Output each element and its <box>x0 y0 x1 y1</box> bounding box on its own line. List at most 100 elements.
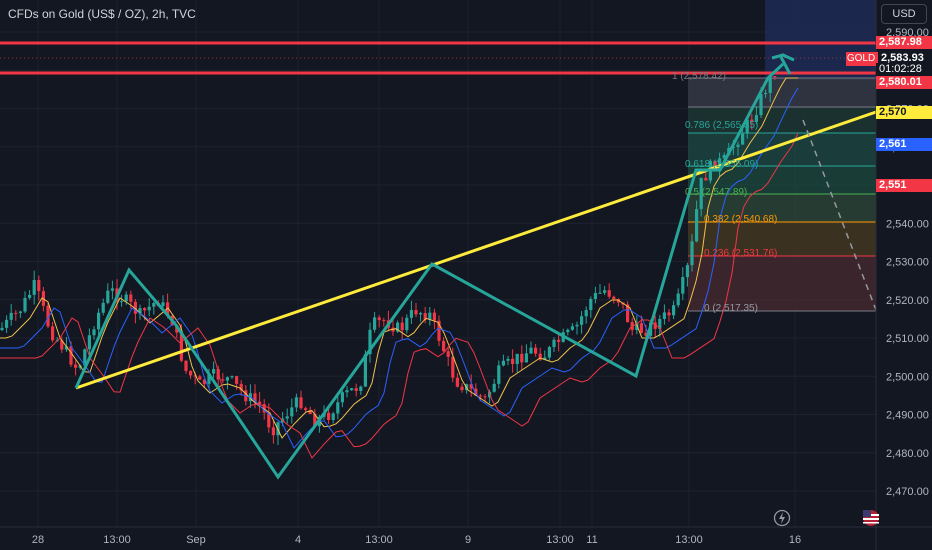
us-flag-icon[interactable] <box>862 509 880 527</box>
candle-body <box>271 427 275 436</box>
candle-body <box>736 144 740 147</box>
candle-body <box>414 310 418 315</box>
candle-body <box>396 322 400 332</box>
candle-body <box>764 92 768 95</box>
candle-body <box>216 369 220 380</box>
candle-body <box>207 373 211 384</box>
fib-level-label: 0.618 (2,555.09) <box>685 159 758 170</box>
candle-body <box>377 317 381 321</box>
candle-body <box>589 298 593 311</box>
countdown-tag: 01:02:28 <box>876 63 932 76</box>
candle-body <box>534 347 538 354</box>
candle-body <box>658 318 662 329</box>
symbol-tag: GOLD <box>846 52 876 66</box>
candle-body <box>106 290 110 303</box>
candle-body <box>368 329 372 355</box>
fib-level-label: 0.786 (2,565.35) <box>685 120 758 131</box>
x-tick-label: 13:00 <box>365 534 393 546</box>
candle-body <box>340 392 344 403</box>
candle-body <box>124 294 128 302</box>
x-tick-label: 13:00 <box>675 534 703 546</box>
trendline[interactable] <box>75 110 877 390</box>
candle-body <box>506 358 510 361</box>
y-tick-label: 2,530.00 <box>886 257 929 269</box>
candle-body <box>593 292 597 299</box>
candle-body <box>304 408 308 410</box>
ma-mid-price-tag: 2,561 <box>876 138 932 151</box>
candle-body <box>492 383 496 392</box>
candle-body <box>166 302 170 316</box>
candle-body <box>469 384 473 389</box>
candle-body <box>354 388 358 391</box>
candle-body <box>612 296 616 300</box>
ma-mid-line <box>0 87 799 449</box>
candle-body <box>603 290 607 293</box>
candle-body <box>676 293 680 306</box>
lightning-icon[interactable] <box>773 509 791 527</box>
x-tick-label: 16 <box>789 534 801 546</box>
x-tick-label: 4 <box>295 534 301 546</box>
candle-body <box>543 357 547 360</box>
candle-body <box>501 360 505 366</box>
candle-body <box>662 312 666 319</box>
candle-body <box>143 308 147 311</box>
candle-body <box>478 395 482 397</box>
candle-body <box>455 377 459 387</box>
candle-body <box>566 329 570 333</box>
y-tick-label: 2,490.00 <box>886 410 929 422</box>
candle-body <box>405 317 409 331</box>
candle-body <box>409 310 413 318</box>
chart-title: CFDs on Gold (US$ / OZ), 2h, TVC <box>8 7 196 21</box>
resistance-price-tag: 2,587.98 <box>876 36 932 49</box>
candle-body <box>419 313 423 315</box>
time-axis: 28 13:00 Sep 4 13:00 9 13:00 11 13:00 16 <box>32 534 801 546</box>
candle-body <box>28 294 32 298</box>
candle-body <box>331 413 335 421</box>
candle-body <box>704 177 708 181</box>
candle-body <box>345 390 349 393</box>
candle-body <box>584 310 588 317</box>
x-tick-label: 13:00 <box>546 534 574 546</box>
candle-body <box>750 119 754 122</box>
candle-body <box>147 306 151 311</box>
candle-body <box>299 397 303 409</box>
candle-body <box>198 376 202 380</box>
candle-body <box>235 376 239 384</box>
candle-body <box>14 312 18 314</box>
candle-body <box>570 326 574 330</box>
currency-button[interactable]: USD <box>881 4 927 24</box>
candle-body <box>239 383 243 391</box>
y-tick-label: 2,510.00 <box>886 333 929 345</box>
candle-body <box>690 241 694 266</box>
candle-body <box>262 404 266 413</box>
candle-body <box>557 339 561 342</box>
candle-body <box>193 375 197 377</box>
candle-body <box>258 401 262 405</box>
candle-body <box>653 322 657 329</box>
candle-body <box>547 347 551 358</box>
candle-body <box>138 308 142 314</box>
trendline-price-tag: 2,570 <box>876 106 932 119</box>
candle-body <box>294 397 298 408</box>
candle-body <box>101 302 105 313</box>
candle-body <box>460 386 464 391</box>
zigzag-pattern[interactable] <box>74 62 785 480</box>
candle-body <box>552 339 556 348</box>
candle-body <box>267 412 271 428</box>
candle-body <box>253 393 257 402</box>
candle-body <box>754 115 758 122</box>
candle-body <box>64 346 68 350</box>
fib-level-label: 1 (2,578.42) <box>672 71 726 82</box>
projection-line <box>802 119 877 311</box>
candle-body <box>446 351 450 357</box>
candle-body <box>175 325 179 333</box>
candle-body <box>520 353 524 363</box>
candle-body <box>23 297 27 312</box>
fib-level-label: 0.236 (2,531.76) <box>704 248 777 259</box>
candle-body <box>768 76 772 93</box>
x-tick-label: 9 <box>465 534 471 546</box>
candle-body <box>428 312 432 320</box>
candle-body <box>741 133 745 145</box>
candle-body <box>722 154 726 159</box>
